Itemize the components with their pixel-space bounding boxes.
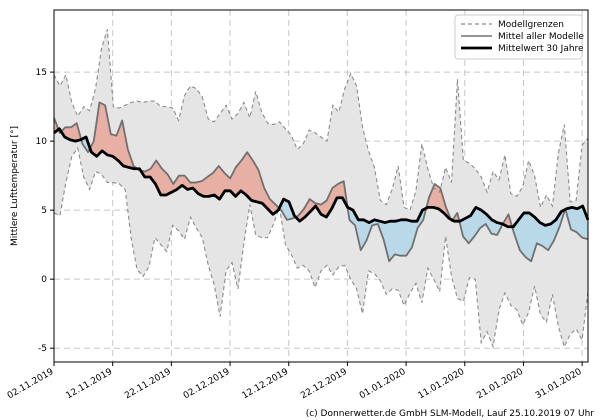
y-tick-label: -5	[38, 344, 47, 354]
y-axis-label: Mittlere Lufttemperatur [°]	[10, 126, 20, 246]
model-bounds-band	[54, 29, 588, 347]
legend-label-mean-models: Mittel aller Modelle	[498, 32, 584, 42]
series-lines	[53, 29, 590, 349]
lower-bound-line	[53, 146, 589, 349]
bounds-band-area	[54, 29, 588, 347]
legend: Modellgrenzen Mittel aller Modelle Mitte…	[454, 14, 584, 60]
cold-anomaly-fill	[512, 209, 566, 261]
upper-bound-line	[53, 29, 589, 211]
credit-text: (c) Donnerwetter.de GmbH SLM-Modell, Lau…	[306, 409, 595, 419]
y-tick-label: 10	[36, 137, 48, 147]
warm-anomaly-fill	[140, 152, 280, 215]
legend-label-mean-30y: Mittelwert 30 Jahre	[498, 44, 584, 54]
mean-models-line	[53, 101, 589, 263]
legend-label-bounds: Modellgrenzen	[498, 20, 564, 30]
cold-anomaly-fill	[81, 137, 91, 152]
mean-30y-line	[53, 127, 590, 229]
plot-frame	[53, 9, 589, 363]
warm-anomaly-fill	[426, 184, 452, 220]
cold-anomaly-fill	[279, 199, 296, 220]
y-tick-label: 5	[41, 206, 47, 216]
warm-anomaly-fill	[295, 181, 348, 222]
cold-anomaly-fill	[565, 206, 588, 240]
y-tick-label: 0	[41, 275, 47, 285]
y-tick-label: 15	[36, 68, 47, 78]
